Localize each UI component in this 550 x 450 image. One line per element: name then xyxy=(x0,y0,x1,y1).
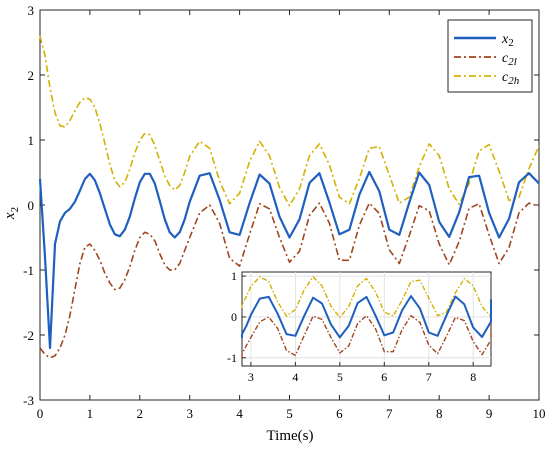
series-line-c2h xyxy=(39,35,540,207)
y-tick-label-3: 3 xyxy=(28,3,35,18)
y-tick-label-1: 1 xyxy=(28,133,35,148)
series-line-c2l xyxy=(39,202,540,359)
legend-label-c2h-sub: 2h xyxy=(508,75,520,87)
inset-plot-area xyxy=(241,271,492,367)
x-tick-label-5: 5 xyxy=(286,406,293,421)
legend: x2 c2l c2h xyxy=(447,19,533,93)
y-tick-label--3: -3 xyxy=(23,393,34,408)
legend-label-c2l-main: c xyxy=(502,51,509,66)
y-tick-label-0: 0 xyxy=(28,198,35,213)
inset-x-tick-label-7: 7 xyxy=(426,370,432,384)
inset-x-tick-label-5: 5 xyxy=(337,370,343,384)
legend-box xyxy=(447,19,533,93)
x-tick-label-3: 3 xyxy=(186,406,193,421)
inset-grid xyxy=(242,272,491,366)
y-axis-label-main: x xyxy=(2,212,18,220)
legend-label-x2: x2 xyxy=(501,32,514,49)
inset-axis-ticks: 3 4 5 6 7 8 -1 0 1 xyxy=(227,269,476,384)
x-tick-label-0: 0 xyxy=(37,406,44,421)
x-axis-label: Time(s) xyxy=(267,428,314,444)
inset-x-tick-label-6: 6 xyxy=(381,370,387,384)
y-tick-label-2: 2 xyxy=(28,68,35,83)
inset-x-tick-label-3: 3 xyxy=(248,370,254,384)
inset-series-line-c2h xyxy=(241,276,492,319)
series-line-x2 xyxy=(38,170,540,350)
x-tick-label-2: 2 xyxy=(137,406,144,421)
legend-label-x2-main: x xyxy=(501,32,509,47)
inset-y-tick-label--1: -1 xyxy=(227,351,237,365)
x-tick-label-7: 7 xyxy=(386,406,393,421)
y-axis-label-sub: 2 xyxy=(9,207,21,213)
x-tick-label-6: 6 xyxy=(336,406,343,421)
x-tick-label-4: 4 xyxy=(236,406,243,421)
inset-series-line-c2l xyxy=(241,315,492,358)
y-axis-label: x2 xyxy=(2,207,21,220)
inset-x-tick-label-4: 4 xyxy=(292,370,298,384)
legend-label-c2l-sub: 2l xyxy=(508,56,517,68)
main-series xyxy=(38,35,540,359)
inset-x-tick-label-8: 8 xyxy=(470,370,476,384)
y-tick-label--1: -1 xyxy=(23,263,34,278)
x-tick-label-8: 8 xyxy=(436,406,443,421)
x-tick-label-9: 9 xyxy=(486,406,493,421)
inset-y-tick-label-0: 0 xyxy=(231,310,237,324)
x-tick-label-10: 10 xyxy=(533,406,546,421)
y-tick-label--2: -2 xyxy=(23,328,34,343)
x-tick-label-1: 1 xyxy=(87,406,94,421)
inset-y-tick-label-1: 1 xyxy=(231,269,237,283)
legend-label-c2h-main: c xyxy=(502,70,509,85)
inset-series xyxy=(241,276,492,358)
svg-text:x2: x2 xyxy=(2,207,21,220)
legend-label-x2-sub: 2 xyxy=(508,37,514,49)
legend-label-c2h: c2h xyxy=(502,70,520,87)
legend-label-c2l: c2l xyxy=(502,51,517,68)
inset-series-line-x2 xyxy=(241,295,492,339)
